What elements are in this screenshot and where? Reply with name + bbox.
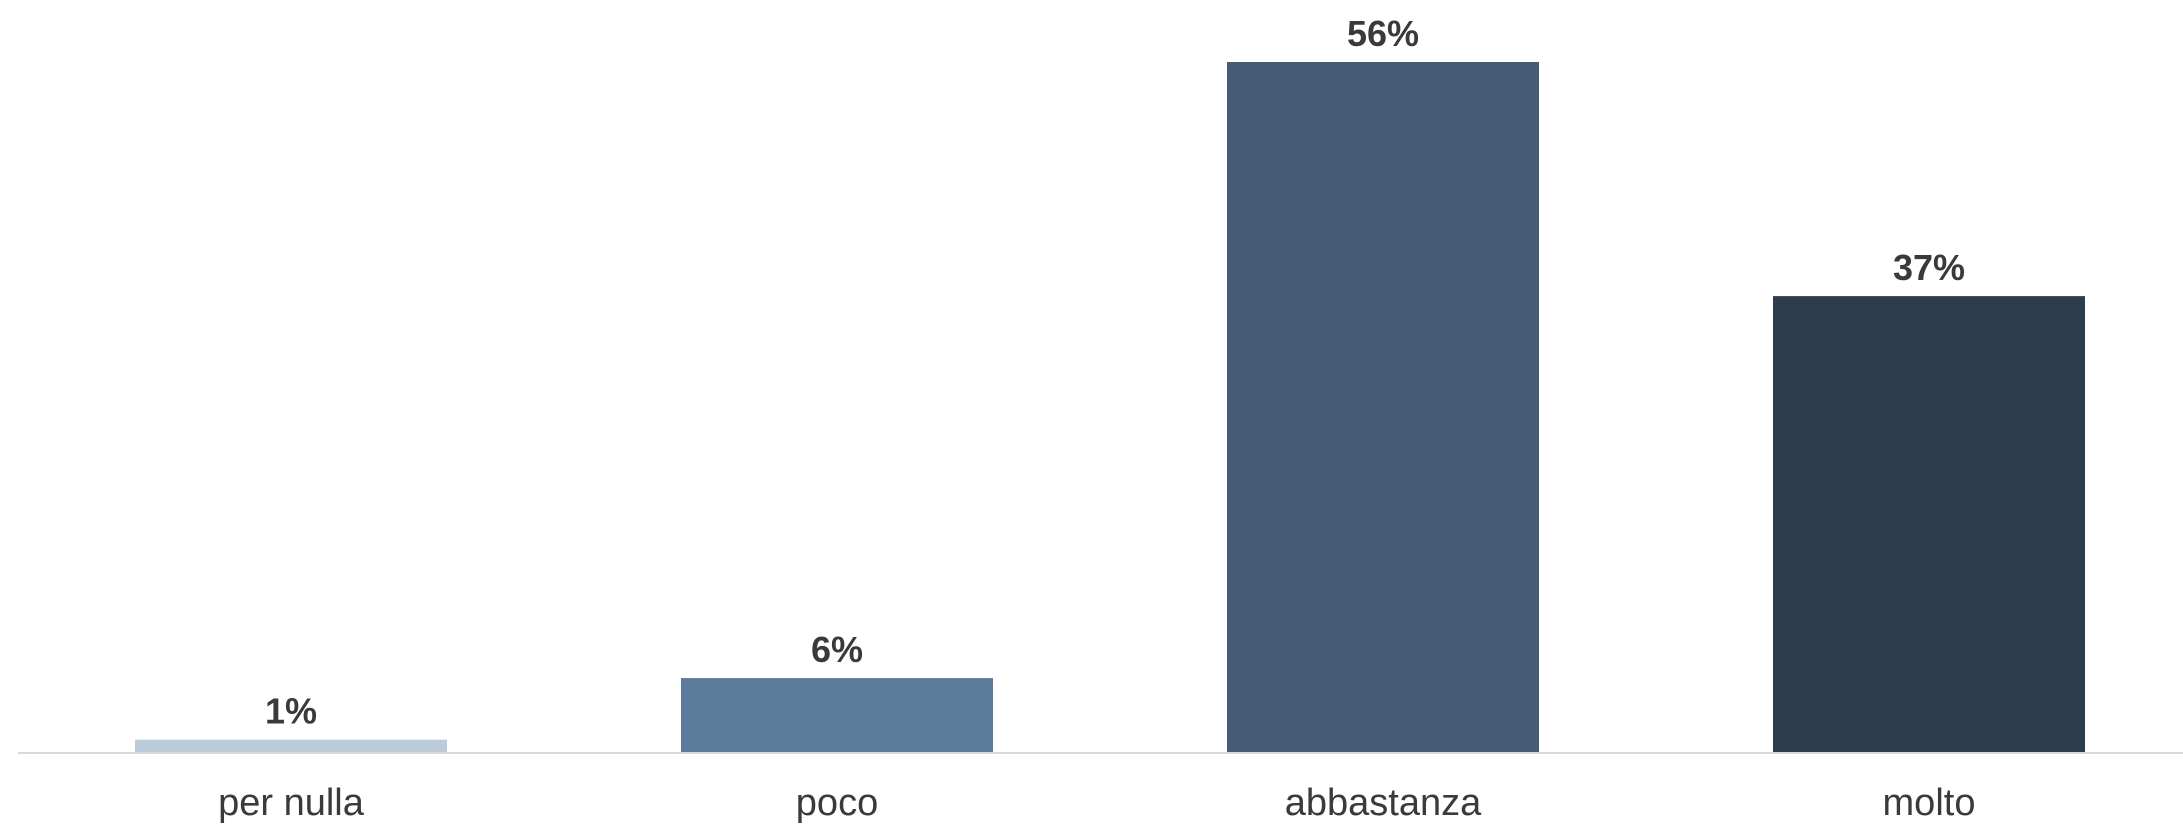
bar-abbastanza bbox=[1227, 62, 1539, 752]
bar-poco bbox=[681, 678, 993, 752]
x-tick-label-poco: poco bbox=[796, 782, 878, 824]
data-label-molto: 37% bbox=[1893, 247, 1965, 288]
x-tick-label-per-nulla: per nulla bbox=[218, 782, 365, 824]
data-label-poco: 6% bbox=[811, 629, 863, 670]
x-tick-labels-group: per nulla poco abbastanza molto bbox=[218, 782, 1975, 824]
bar-per-nulla bbox=[135, 739, 447, 752]
x-tick-label-abbastanza: abbastanza bbox=[1285, 782, 1482, 824]
value-labels-group: 1% 6% 56% 37% bbox=[265, 13, 1965, 732]
bars-group bbox=[135, 62, 2085, 752]
bar-molto bbox=[1773, 296, 2085, 752]
data-label-abbastanza: 56% bbox=[1347, 13, 1419, 54]
x-tick-label-molto: molto bbox=[1883, 782, 1976, 824]
data-label-per-nulla: 1% bbox=[265, 691, 317, 732]
